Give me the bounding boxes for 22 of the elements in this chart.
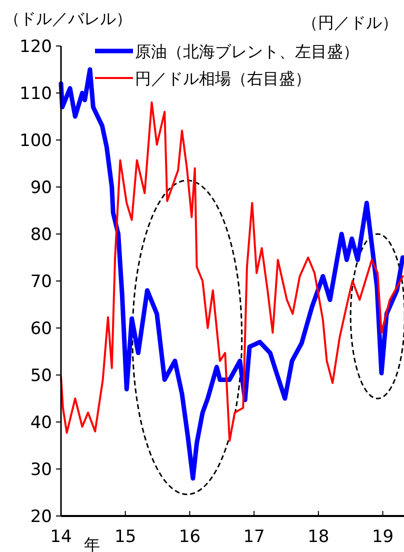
y-tick-label: 60 [30,319,52,339]
x-axis-title: 年 [84,535,100,552]
x-tick-label: 17 [243,527,265,547]
legend-label: 円／ドル相場（右目盛） [135,69,311,88]
y-axis-title: （ドル／バレル） [4,9,132,28]
y-tick-label: 110 [20,84,52,104]
x-tick-label: 14 [50,527,72,547]
y-tick-label: 120 [20,37,52,57]
y-tick-label: 20 [30,507,52,527]
y-tick-label: 100 [20,131,52,151]
x-tick-label: 19 [372,527,394,547]
legend-label: 原油（北海ブレント、左目盛） [135,42,359,61]
y-tick-label: 70 [30,272,52,292]
y-tick-label: 40 [30,413,52,433]
x-tick-label: 15 [114,527,136,547]
y-tick-label: 80 [30,225,52,245]
y-tick-label: 50 [30,366,52,386]
y2-axis-title: （円／ドル） [302,13,398,32]
y-tick-label: 30 [30,460,52,480]
x-tick-label: 18 [308,527,330,547]
y-tick-label: 90 [30,178,52,198]
x-tick-label: 16 [178,527,201,547]
